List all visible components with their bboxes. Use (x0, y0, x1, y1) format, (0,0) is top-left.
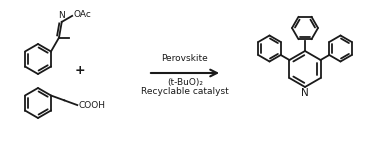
Text: N: N (58, 11, 65, 20)
Text: COOH: COOH (78, 101, 105, 110)
Text: OAc: OAc (73, 10, 91, 19)
Text: (t-BuO)₂: (t-BuO)₂ (167, 78, 203, 87)
Text: Perovskite: Perovskite (162, 54, 208, 63)
Text: Recyclable catalyst: Recyclable catalyst (141, 87, 229, 96)
Text: +: + (75, 63, 85, 77)
Text: N: N (301, 88, 309, 98)
